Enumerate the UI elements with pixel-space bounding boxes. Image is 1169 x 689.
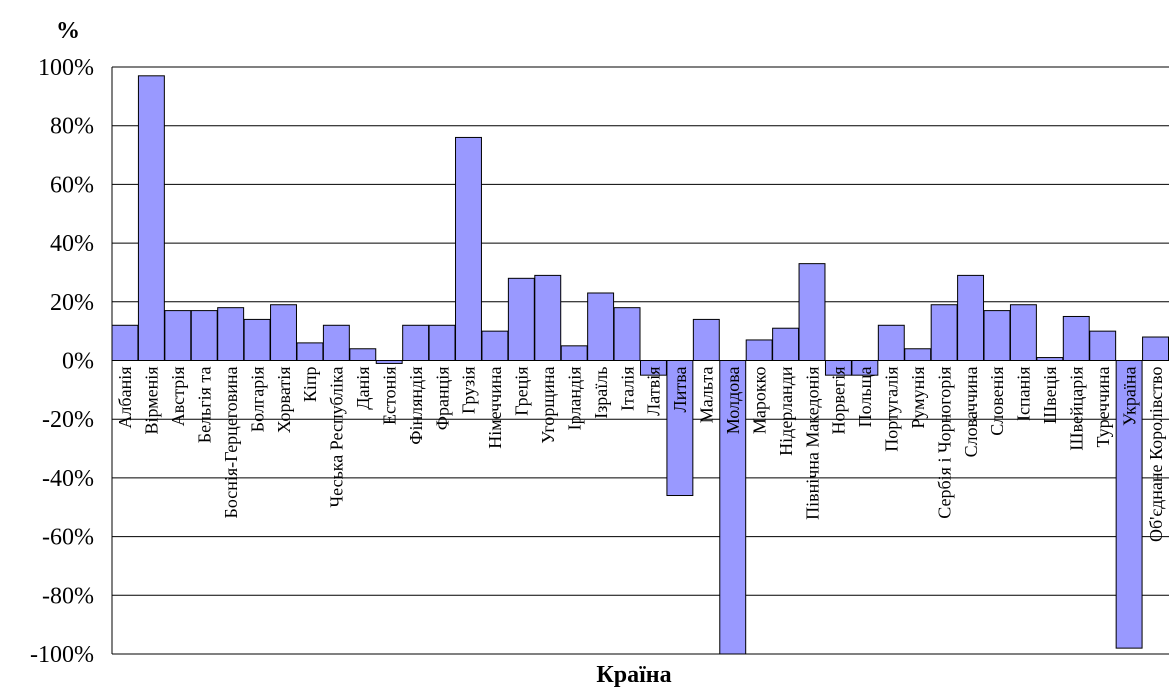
category-labels: Албанія Вірменія Австрія Бельгія та Боснія-Г… bbox=[115, 366, 1166, 542]
bar bbox=[640, 360, 667, 376]
bar bbox=[824, 360, 852, 376]
category-label: Хорватія bbox=[274, 367, 294, 434]
bar bbox=[930, 304, 958, 361]
bar bbox=[349, 348, 377, 362]
category-label: Словенія bbox=[987, 367, 1007, 436]
bar bbox=[270, 304, 297, 361]
bar bbox=[560, 345, 588, 362]
y-tick-label: 20% bbox=[50, 290, 94, 316]
category-label: Мальта bbox=[697, 366, 717, 423]
category-label: Швейцарія bbox=[1067, 367, 1087, 451]
category-label: Фінляндія bbox=[406, 367, 426, 445]
bar bbox=[428, 324, 456, 361]
category-label: Португалія bbox=[882, 367, 902, 452]
bar bbox=[111, 324, 139, 361]
category-label: Словаччина bbox=[961, 367, 981, 458]
category-label: Бельгія та bbox=[194, 367, 214, 444]
bar bbox=[1062, 315, 1090, 362]
bar bbox=[1142, 336, 1169, 361]
bar bbox=[666, 360, 694, 497]
category-label: Естонія bbox=[379, 367, 399, 426]
bar bbox=[587, 292, 615, 361]
y-axis-title: % bbox=[56, 18, 80, 44]
bars bbox=[111, 75, 1169, 655]
category-label: Норвегія bbox=[829, 367, 849, 435]
category-label: Ізраїль bbox=[591, 367, 611, 419]
category-label: Болгарія bbox=[247, 367, 267, 433]
category-label: Кіпр bbox=[300, 367, 320, 403]
bar bbox=[190, 310, 218, 362]
bar bbox=[1009, 304, 1037, 361]
y-tick-label: 60% bbox=[50, 172, 94, 198]
category-label: Угорщина bbox=[538, 366, 558, 443]
bar bbox=[402, 324, 430, 361]
bar bbox=[1115, 360, 1143, 649]
bar bbox=[798, 263, 826, 361]
category-label: Боснія-Герцеговина bbox=[221, 366, 241, 518]
y-tick-label: 100% bbox=[38, 55, 94, 81]
category-label: Литва bbox=[670, 367, 690, 413]
bar bbox=[507, 277, 535, 362]
bar bbox=[1089, 330, 1117, 361]
category-label: Марокко bbox=[749, 367, 769, 435]
bar bbox=[217, 307, 245, 362]
x-axis-title: Країна bbox=[596, 662, 671, 688]
category-label: Італія bbox=[617, 367, 637, 412]
bar bbox=[772, 327, 800, 361]
bar bbox=[322, 324, 350, 361]
y-tick-label: -20% bbox=[42, 407, 94, 433]
bar bbox=[983, 310, 1011, 362]
category-label: Україна bbox=[1119, 367, 1139, 427]
bar bbox=[745, 339, 773, 361]
category-label: Німеччина bbox=[485, 366, 505, 448]
bar bbox=[455, 136, 482, 361]
category-label: Данія bbox=[353, 367, 373, 410]
y-tick-label: 80% bbox=[50, 114, 94, 140]
y-tick-label: -40% bbox=[42, 466, 94, 492]
category-label: Франція bbox=[432, 367, 452, 431]
bar bbox=[243, 318, 271, 362]
y-tick-label: 40% bbox=[50, 231, 94, 257]
y-tick-label: -100% bbox=[30, 642, 94, 668]
bar bbox=[534, 274, 562, 362]
y-tick-label: -80% bbox=[42, 583, 94, 609]
bar bbox=[1036, 357, 1064, 362]
bar bbox=[613, 307, 641, 362]
category-label: Грузія bbox=[459, 367, 479, 414]
y-tick-label: 0% bbox=[62, 349, 94, 375]
category-label: Ірландія bbox=[564, 367, 584, 431]
category-label: Швеція bbox=[1040, 367, 1060, 424]
bar bbox=[957, 274, 985, 362]
bar bbox=[692, 318, 720, 362]
bar bbox=[164, 310, 192, 362]
y-tick-labels: 100% 80% 60% 40% 20% 0% -20% -40% -60% -80% -100% bbox=[30, 55, 94, 668]
category-label: Іспанія bbox=[1014, 367, 1034, 422]
bar bbox=[296, 342, 324, 362]
category-label: Польща bbox=[855, 366, 875, 427]
category-label: Північна Македонія bbox=[802, 367, 822, 520]
category-label: Сербія і Чорногорія bbox=[934, 366, 954, 518]
bar bbox=[851, 360, 879, 376]
bar bbox=[877, 324, 905, 361]
y-tick-label: -60% bbox=[42, 525, 94, 551]
category-label: Туреччина bbox=[1093, 366, 1113, 447]
bar bbox=[137, 75, 165, 362]
category-label: Молдова bbox=[723, 366, 743, 434]
category-label: Австрія bbox=[168, 367, 188, 427]
bar bbox=[481, 330, 509, 361]
bar bbox=[719, 360, 747, 655]
category-label: Албанія bbox=[115, 367, 135, 429]
category-label: Об'єднане Королівство bbox=[1146, 367, 1166, 543]
bar bbox=[375, 360, 403, 364]
bar bbox=[904, 348, 932, 362]
category-label: Нідерланди bbox=[776, 366, 796, 456]
category-label: Греція bbox=[512, 367, 532, 416]
category-label: Румунія bbox=[908, 367, 928, 429]
category-label: Чеська Республіка bbox=[327, 366, 347, 507]
category-label: Латвія bbox=[644, 367, 664, 416]
category-label: Вірменія bbox=[142, 367, 162, 435]
